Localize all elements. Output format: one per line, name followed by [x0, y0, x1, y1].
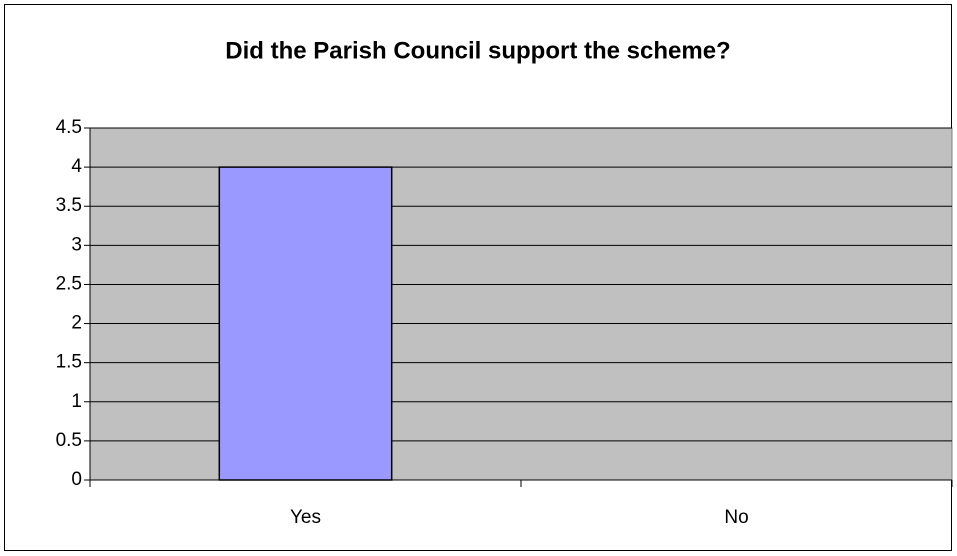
y-tick-label: 4.5	[56, 117, 82, 138]
y-tick-label: 4	[71, 156, 82, 177]
x-tick-label: Yes	[290, 507, 321, 528]
x-tick-label: No	[724, 507, 748, 528]
y-tick-label: 3	[71, 234, 82, 255]
y-tick-label: 0.5	[56, 430, 82, 451]
y-tick-label: 1.5	[56, 352, 82, 373]
y-tick-label: 3.5	[56, 195, 82, 216]
y-tick-label: 0	[71, 469, 82, 490]
y-tick-label: 2	[71, 313, 82, 334]
y-tick-label: 1	[71, 391, 82, 412]
chart-title: Did the Parish Council support the schem…	[225, 37, 730, 64]
y-tick-label: 2.5	[56, 273, 82, 294]
bar	[218, 166, 393, 481]
